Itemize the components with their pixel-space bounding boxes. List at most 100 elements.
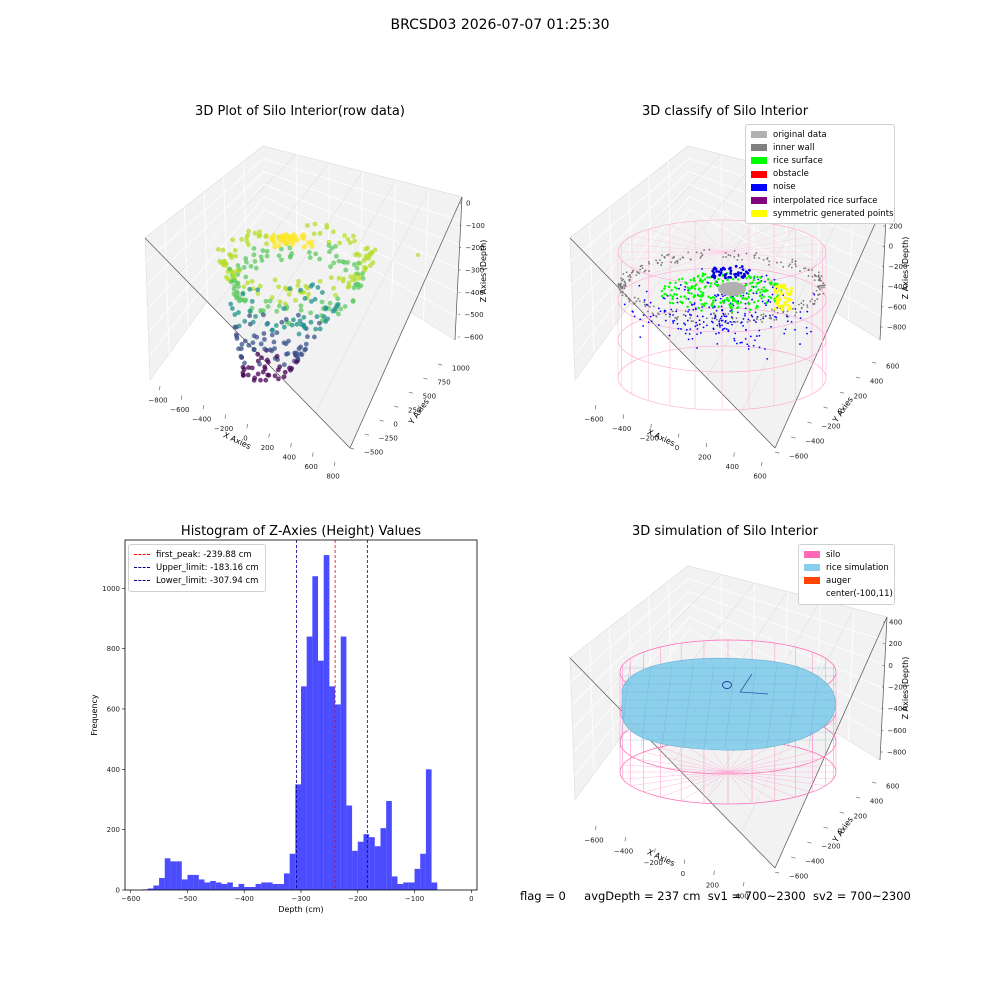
data-point xyxy=(780,261,783,264)
data-point xyxy=(700,255,703,258)
y-axis-tick-label: 500 xyxy=(423,393,436,401)
grid-line xyxy=(148,196,458,333)
data-point xyxy=(731,299,735,303)
x-axis-tick-mark xyxy=(761,461,763,467)
data-point xyxy=(821,284,824,287)
data-point xyxy=(241,265,247,270)
data-point xyxy=(719,317,722,320)
data-point xyxy=(804,267,807,270)
silo-wire xyxy=(703,771,729,804)
data-point xyxy=(802,303,805,306)
data-point xyxy=(767,300,770,303)
data-point xyxy=(755,306,758,310)
data-point xyxy=(762,313,765,316)
data-point xyxy=(265,372,271,378)
data-point xyxy=(671,257,674,260)
x-axis-tick-mark xyxy=(713,870,715,876)
auger-line xyxy=(739,691,769,695)
data-point xyxy=(734,264,738,268)
data-point xyxy=(657,313,660,316)
data-point xyxy=(622,278,624,281)
data-point xyxy=(641,267,644,270)
data-point xyxy=(753,275,756,278)
y-axis-tick-label: −600 xyxy=(789,453,808,461)
legend-line xyxy=(134,554,150,556)
data-point xyxy=(764,302,766,305)
histogram-bar xyxy=(164,858,171,890)
data-point xyxy=(758,329,761,332)
data-point xyxy=(668,281,672,285)
data-point xyxy=(815,289,818,292)
data-point xyxy=(289,322,295,328)
data-point xyxy=(638,300,641,303)
data-point xyxy=(807,269,810,272)
histogram-bar xyxy=(170,861,177,890)
y-axis-tick-label: 600 xyxy=(886,363,899,371)
data-point xyxy=(714,294,716,297)
data-point xyxy=(243,274,249,280)
z-axis-tick-label: −400 xyxy=(888,705,907,713)
data-point xyxy=(661,254,663,257)
data-point xyxy=(365,245,371,251)
data-point xyxy=(671,320,674,323)
data-point xyxy=(755,304,759,308)
y-axis-tick-label: 200 xyxy=(854,813,867,821)
histogram-bar xyxy=(408,882,415,890)
data-point xyxy=(752,286,755,288)
data-point xyxy=(629,276,632,279)
data-point xyxy=(709,285,712,288)
data-point xyxy=(647,310,649,313)
data-point xyxy=(295,312,301,318)
legend-label: Upper_limit: -183.16 cm xyxy=(156,562,259,573)
data-point xyxy=(675,293,679,296)
data-point xyxy=(231,270,236,276)
histogram-bar xyxy=(232,886,239,890)
rice-mesh xyxy=(766,664,778,749)
data-point xyxy=(620,282,622,285)
legend-simulation: silo rice simulation auger center(-100,1… xyxy=(798,544,895,605)
y-tick-label: 1000 xyxy=(102,585,120,593)
data-point xyxy=(718,322,721,325)
data-point xyxy=(351,233,356,239)
y-axis-label: Y Axies xyxy=(830,395,855,425)
data-point xyxy=(725,322,728,325)
data-point xyxy=(257,229,262,235)
data-point xyxy=(784,328,787,331)
data-point xyxy=(309,243,315,249)
x-axis-line xyxy=(569,657,776,869)
data-point xyxy=(313,251,319,257)
data-point xyxy=(822,292,825,295)
data-point xyxy=(356,275,362,281)
data-point xyxy=(308,310,314,316)
data-point xyxy=(742,324,744,327)
x-axis-tick-label: 600 xyxy=(304,463,317,471)
silo-wire xyxy=(621,243,723,253)
data-point xyxy=(672,314,674,316)
silo-wire xyxy=(727,751,813,773)
data-point xyxy=(633,296,636,299)
data-point xyxy=(258,377,263,383)
histogram-bar xyxy=(329,686,336,890)
data-point xyxy=(744,338,747,340)
data-point xyxy=(735,317,738,320)
data-point xyxy=(621,291,624,294)
legend-label: silo xyxy=(826,549,841,560)
data-point xyxy=(283,316,289,322)
histogram-bar xyxy=(198,879,205,890)
data-point xyxy=(352,273,358,279)
rice-mesh xyxy=(808,664,820,749)
data-point xyxy=(251,346,257,352)
panel-histogram: −600 −500 −400 −300 −200 −100 0 0 200 400 600 800 10… xyxy=(90,539,478,914)
x-axis-tick-mark xyxy=(650,423,652,429)
data-point xyxy=(737,253,740,256)
data-point xyxy=(345,284,351,290)
legend-swatch xyxy=(804,551,820,559)
legend-label: original data xyxy=(773,129,827,140)
legend-item: Upper_limit: -183.16 cm xyxy=(134,561,260,574)
data-point xyxy=(762,317,765,320)
data-point xyxy=(799,317,802,319)
data-point xyxy=(701,294,704,297)
data-point xyxy=(717,305,720,309)
data-point xyxy=(730,302,734,305)
